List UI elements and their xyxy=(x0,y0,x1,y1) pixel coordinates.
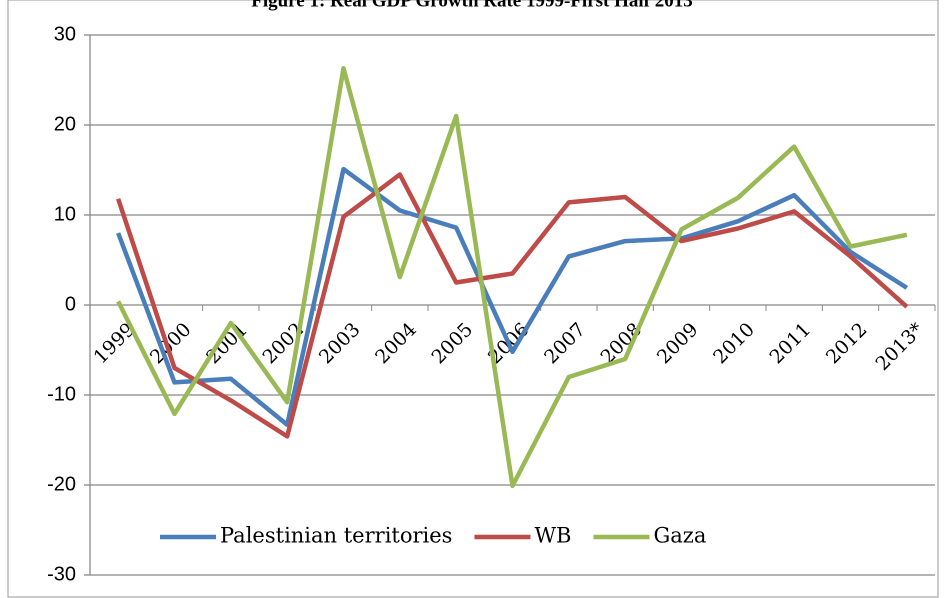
x-tick-label: 2009 xyxy=(653,319,703,369)
legend-label: Gaza xyxy=(653,524,706,548)
x-tick-label: 2013* xyxy=(871,318,928,375)
y-tick-label: 20 xyxy=(54,113,76,135)
y-tick-label: 30 xyxy=(54,23,76,45)
y-tick-label: -30 xyxy=(47,563,76,585)
legend-label: WB xyxy=(534,524,571,548)
x-tick-label: 2007 xyxy=(540,319,590,369)
y-tick-label: 0 xyxy=(65,293,76,315)
x-tick-label: 2010 xyxy=(709,319,759,369)
y-tick-label: 10 xyxy=(54,203,76,225)
series-line xyxy=(116,172,909,439)
x-tick-label: 2003 xyxy=(315,319,365,369)
series-line xyxy=(116,166,909,427)
chart-frame xyxy=(7,0,939,598)
x-tick-label: 2011 xyxy=(765,319,815,369)
x-tick-label: 2005 xyxy=(427,319,477,369)
chart-title: Figure 1: Real GDP Growth Rate 1999-Firs… xyxy=(251,0,693,11)
series-line xyxy=(116,66,908,489)
x-tick-label: 2012 xyxy=(822,319,872,369)
y-tick-label: -10 xyxy=(47,383,76,405)
legend-label: Palestinian territories xyxy=(220,524,452,548)
x-tick-label: 2004 xyxy=(371,319,421,369)
y-tick-label: -20 xyxy=(47,473,76,495)
